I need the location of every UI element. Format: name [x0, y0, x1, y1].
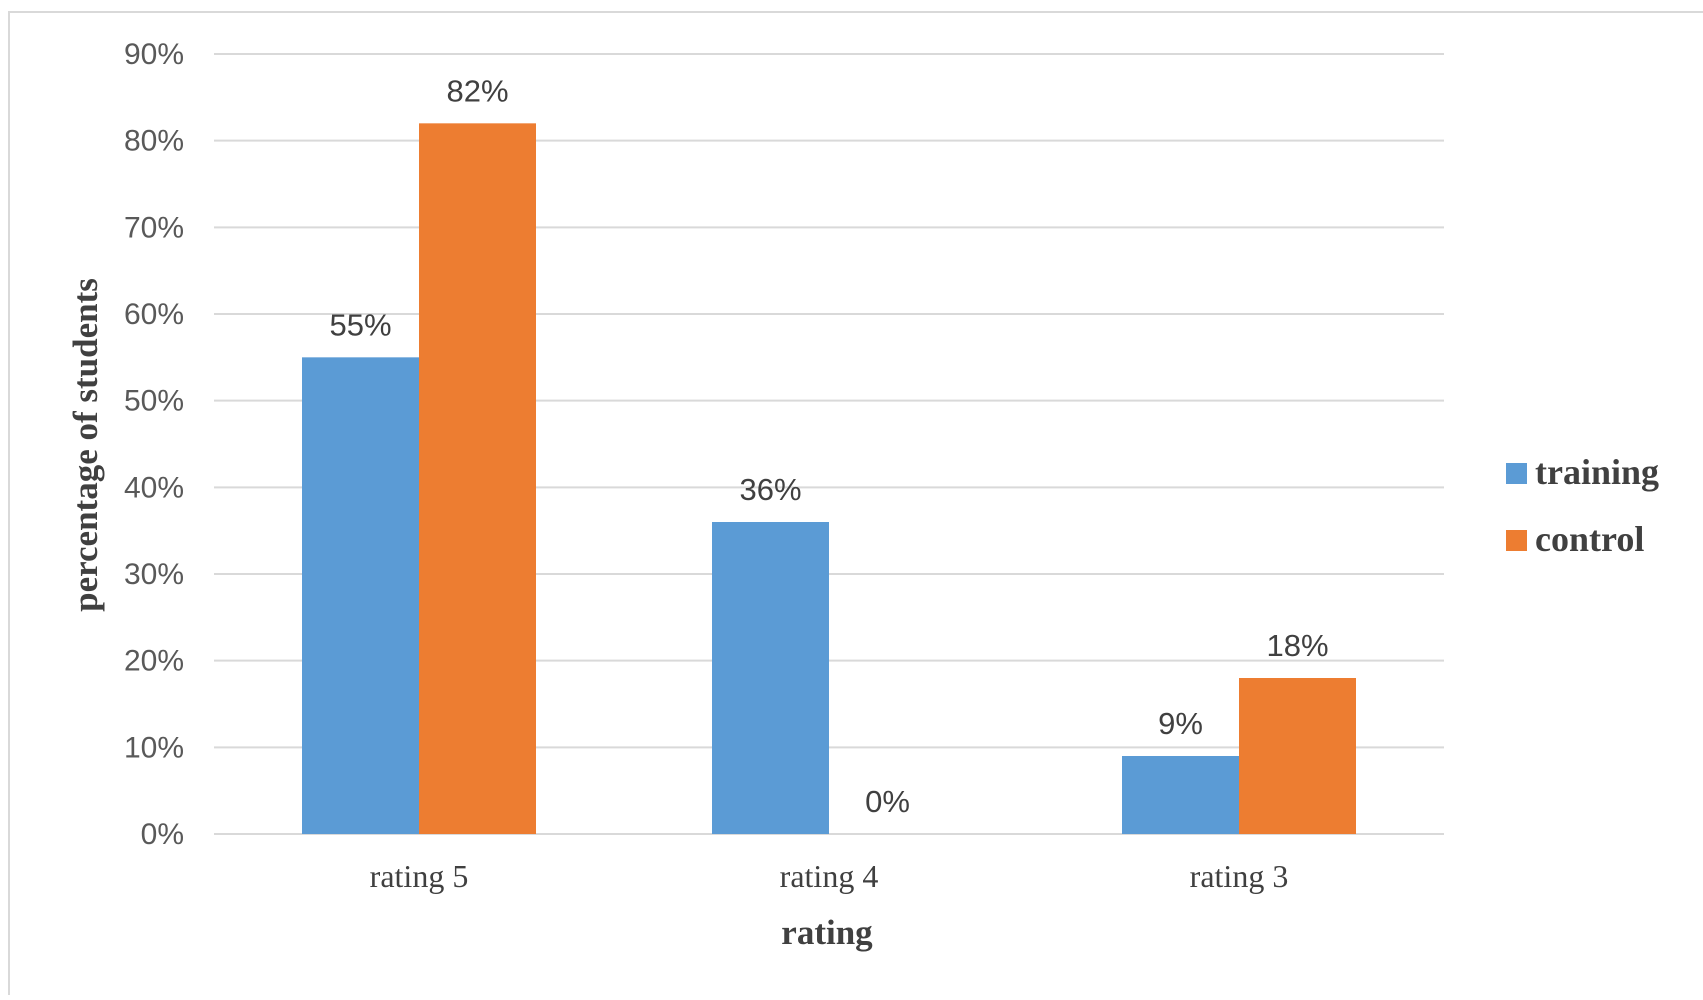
data-labels: 55% 82% 36% 0% 9% 18%: [329, 73, 1328, 819]
chart-border: [8, 11, 1703, 1000]
bar-training-rating-4: [712, 522, 829, 834]
x-tick-label: rating 3: [1190, 858, 1289, 894]
data-label: 0%: [865, 784, 910, 819]
data-label: 9%: [1158, 706, 1203, 741]
y-tick-label: 40%: [124, 471, 184, 504]
legend-label-control: control: [1535, 519, 1644, 559]
legend-swatch-training: [1506, 463, 1527, 484]
bars: [302, 123, 1356, 835]
y-axis-title: percentage of students: [66, 278, 105, 612]
x-tick-label: rating 4: [780, 858, 879, 894]
y-tick-label: 70%: [124, 211, 184, 244]
legend-label-training: training: [1535, 452, 1659, 492]
y-axis-ticks: 0% 10% 20% 30% 40% 50% 60% 70% 80% 90%: [124, 38, 184, 851]
data-label: 55%: [329, 307, 391, 342]
y-tick-label: 0%: [141, 818, 184, 851]
y-tick-label: 10%: [124, 731, 184, 764]
data-label: 36%: [739, 472, 801, 507]
data-label: 82%: [446, 73, 508, 108]
bar-control-rating-5: [419, 123, 536, 835]
x-axis-ticks: rating 5 rating 4 rating 3: [370, 858, 1289, 894]
y-tick-label: 80%: [124, 125, 184, 158]
x-tick-label: rating 5: [370, 858, 469, 894]
legend: training control: [1506, 452, 1659, 559]
y-tick-label: 30%: [124, 558, 184, 591]
y-tick-label: 90%: [124, 38, 184, 71]
bar-control-rating-3: [1239, 678, 1356, 834]
bar-training-rating-3: [1122, 756, 1239, 834]
data-label: 18%: [1266, 628, 1328, 663]
y-tick-label: 60%: [124, 298, 184, 331]
legend-swatch-control: [1506, 530, 1527, 551]
y-tick-label: 50%: [124, 385, 184, 418]
x-axis-title: rating: [781, 913, 873, 952]
y-tick-label: 20%: [124, 645, 184, 678]
bar-training-rating-5: [302, 357, 419, 834]
